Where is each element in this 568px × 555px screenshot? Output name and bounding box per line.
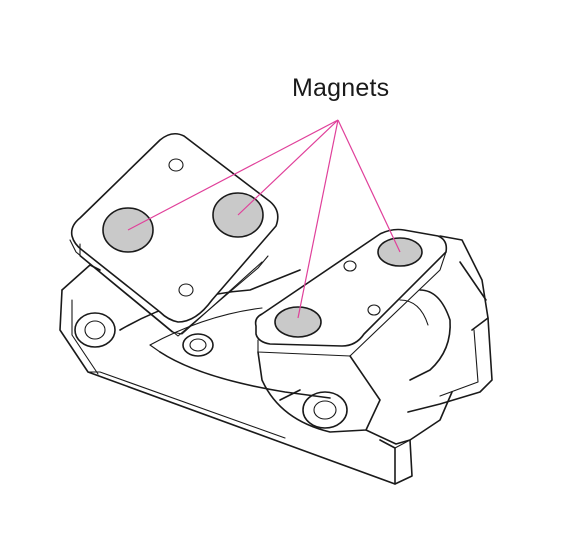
leader-line-3 bbox=[297, 119, 339, 319]
magnet-3 bbox=[274, 306, 322, 338]
magnets-label: Magnets bbox=[292, 74, 390, 102]
leader-line-1 bbox=[127, 119, 339, 231]
base-bracket bbox=[59, 264, 413, 485]
left-magnet-plate bbox=[69, 132, 279, 337]
leader-lines bbox=[127, 119, 401, 319]
leader-line-4 bbox=[337, 119, 401, 253]
leader-line-2 bbox=[237, 119, 339, 216]
right-magnet-plate bbox=[254, 228, 493, 445]
